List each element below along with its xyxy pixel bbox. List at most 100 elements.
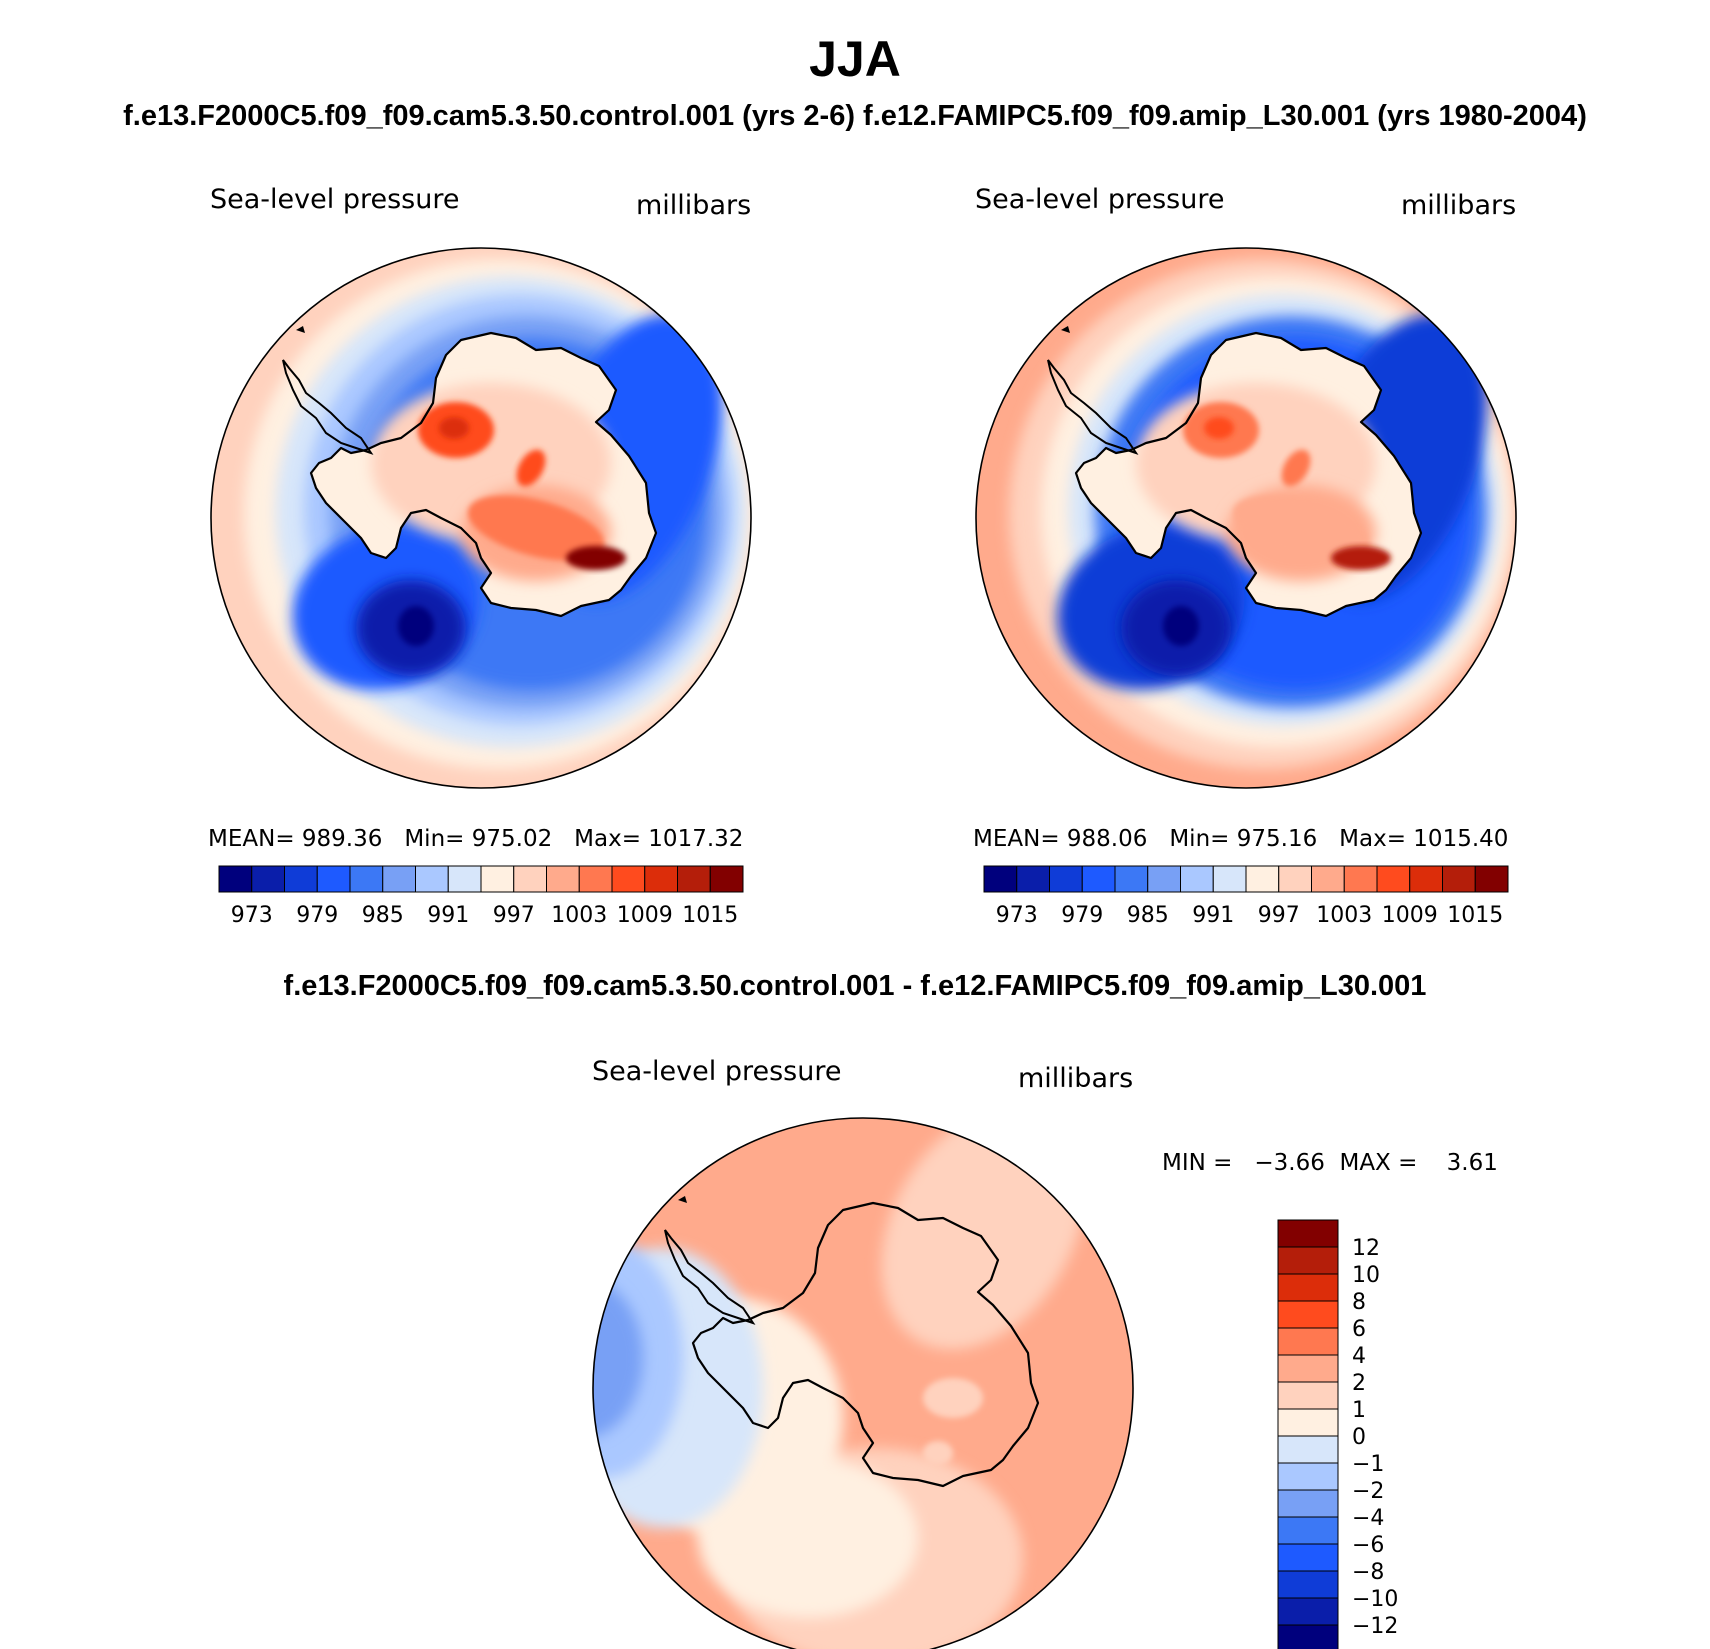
panel1-colorbar-box bbox=[709, 865, 744, 893]
panel3-colorbar-tick-label: −1 bbox=[1352, 1452, 1384, 1477]
panel3-colorbar-box bbox=[1277, 1381, 1339, 1410]
panel2-colorbar-box bbox=[1409, 865, 1443, 893]
panel2-colorbar-box bbox=[1147, 865, 1181, 893]
panel1-min-label: Min= bbox=[404, 826, 465, 852]
antarctica-coastline bbox=[309, 331, 658, 618]
panel3-colorbar-box bbox=[1277, 1489, 1339, 1518]
panel3-colorbar-tick-label: −4 bbox=[1352, 1506, 1384, 1531]
panel2-colorbar-box bbox=[1049, 865, 1083, 893]
east-high-core bbox=[1331, 546, 1391, 570]
panel2-colorbar-box bbox=[1442, 865, 1476, 893]
panel3-colorbar-tick-label: −12 bbox=[1352, 1614, 1398, 1639]
antarctic-peninsula-coastline bbox=[282, 359, 374, 455]
panel1-stats: MEAN= 989.36 Min= 975.02 Max= 1017.32 bbox=[208, 826, 743, 852]
panel3-max-value: 3.61 bbox=[1446, 1150, 1498, 1176]
panel1-colorbar-tick-label: 979 bbox=[296, 903, 338, 928]
panel2-colorbar-box bbox=[1081, 865, 1116, 893]
panel1-colorbar-tick-label: 985 bbox=[362, 903, 404, 928]
panel1-variable-label: Sea-level pressure bbox=[210, 184, 460, 215]
diff-negative-core bbox=[593, 1278, 643, 1438]
panel2-colorbar-box bbox=[1474, 865, 1509, 893]
antarctica-coastline bbox=[1074, 331, 1423, 618]
panel2-stats: MEAN= 988.06 Min= 975.16 Max= 1015.40 bbox=[973, 826, 1508, 852]
panel1-colorbar-tick-label: 1009 bbox=[617, 903, 673, 928]
panel1-max-label: Max= bbox=[574, 826, 641, 852]
panel2-map bbox=[975, 247, 1517, 789]
island-coastline bbox=[678, 1196, 687, 1203]
island-coastline bbox=[296, 326, 305, 333]
panel1-mean-label: MEAN= bbox=[208, 826, 295, 852]
panel2-max-label: Max= bbox=[1339, 826, 1406, 852]
panel3-units-label: millibars bbox=[1018, 1063, 1134, 1094]
panel2-colorbar-tick-label: 997 bbox=[1258, 903, 1300, 928]
panel1-units-label: millibars bbox=[636, 190, 752, 221]
panel1-colorbar-box bbox=[447, 865, 482, 893]
diff-inland-patch bbox=[923, 1378, 983, 1418]
panel3-colorbar-box bbox=[1277, 1327, 1339, 1356]
panel1-colorbar-box bbox=[382, 865, 416, 893]
panel3-colorbar-box bbox=[1277, 1597, 1339, 1626]
inland-high bbox=[516, 449, 546, 487]
panel2-min-label: Min= bbox=[1169, 826, 1230, 852]
figure-title: JJA bbox=[809, 31, 901, 87]
panel1-colorbar-box bbox=[677, 865, 711, 893]
panel3-map bbox=[592, 1117, 1134, 1649]
panel3-colorbar-tick-label: 0 bbox=[1352, 1425, 1366, 1450]
plateau-high-core bbox=[1204, 417, 1234, 439]
panel3-colorbar-box bbox=[1277, 1246, 1339, 1275]
panel3-colorbar-box bbox=[1277, 1516, 1339, 1545]
panel1-max-value: 1017.32 bbox=[648, 826, 744, 852]
panel3-max-label: MAX = bbox=[1339, 1150, 1418, 1176]
panel1-colorbar-box bbox=[578, 865, 613, 893]
map-boundary bbox=[210, 247, 752, 789]
panel1-colorbar-box bbox=[316, 865, 351, 893]
panel2-colorbar-box bbox=[1180, 865, 1214, 893]
panel1-min-value: 975.02 bbox=[471, 826, 553, 852]
panel1-colorbar-box bbox=[284, 865, 318, 893]
east-high-1 bbox=[467, 495, 605, 561]
antarctica-coastline bbox=[691, 1201, 1040, 1488]
panel1-colorbar-box bbox=[644, 865, 678, 893]
panel1-colorbar-box bbox=[349, 865, 384, 893]
panel1-colorbar-box bbox=[546, 865, 580, 893]
panel2-colorbar-box bbox=[1278, 865, 1312, 893]
difference-subtitle: f.e13.F2000C5.f09_f09.cam5.3.50.control.… bbox=[283, 970, 1427, 1002]
panel2-units-label: millibars bbox=[1401, 190, 1517, 221]
panel3-colorbar-box bbox=[1277, 1624, 1339, 1649]
top-subtitle: f.e13.F2000C5.f09_f09.cam5.3.50.control.… bbox=[123, 100, 1587, 132]
panel1-colorbar-box bbox=[611, 865, 646, 893]
panel2-colorbar-box bbox=[983, 865, 1018, 893]
panel2-colorbar: 973 979 985 991 997 1003 1009 1015 bbox=[983, 865, 1509, 928]
panel2-colorbar-box bbox=[1212, 865, 1247, 893]
panel3-colorbar-box bbox=[1277, 1435, 1339, 1464]
panel3-variable-label: Sea-level pressure bbox=[592, 1056, 842, 1087]
weddell-core bbox=[1163, 606, 1199, 646]
panel1-colorbar-box bbox=[513, 865, 547, 893]
panel3-colorbar-tick-label: −2 bbox=[1352, 1479, 1384, 1504]
panel1-colorbar-tick-label: 997 bbox=[493, 903, 535, 928]
diff-inland-patch-2 bbox=[923, 1441, 953, 1465]
panel3-colorbar-tick-label: 4 bbox=[1352, 1344, 1366, 1369]
panel2-colorbar-tick-label: 1015 bbox=[1447, 903, 1503, 928]
panel3-colorbar-box bbox=[1277, 1543, 1339, 1572]
panel3-colorbar-tick-label: 1 bbox=[1352, 1398, 1366, 1423]
panel1-colorbar-tick-label: 1003 bbox=[551, 903, 607, 928]
panel2-colorbar-tick-label: 1009 bbox=[1382, 903, 1438, 928]
inland-high bbox=[1281, 449, 1311, 487]
panel2-colorbar-tick-label: 991 bbox=[1192, 903, 1234, 928]
panel2-max-value: 1015.40 bbox=[1413, 826, 1509, 852]
weddell-core bbox=[398, 606, 434, 646]
panel1-colorbar-box bbox=[480, 865, 515, 893]
panel1-colorbar: 973 979 985 991 997 1003 1009 1015 bbox=[218, 865, 744, 928]
map-boundary bbox=[592, 1117, 1134, 1649]
panel2-colorbar-box bbox=[1343, 865, 1378, 893]
panel3-colorbar-box bbox=[1277, 1300, 1339, 1329]
panel1-colorbar-box bbox=[415, 865, 449, 893]
panel3-colorbar-tick-label: 2 bbox=[1352, 1371, 1366, 1396]
panel1-colorbar-tick-label: 1015 bbox=[682, 903, 738, 928]
panel3-colorbar-tick-label: 12 bbox=[1352, 1236, 1380, 1261]
panel3-min-label: MIN = bbox=[1162, 1150, 1233, 1176]
panel3-colorbar-tick-label: −6 bbox=[1352, 1533, 1384, 1558]
panel3-colorbar-tick-label: 8 bbox=[1352, 1290, 1366, 1315]
east-high-core bbox=[566, 546, 626, 570]
